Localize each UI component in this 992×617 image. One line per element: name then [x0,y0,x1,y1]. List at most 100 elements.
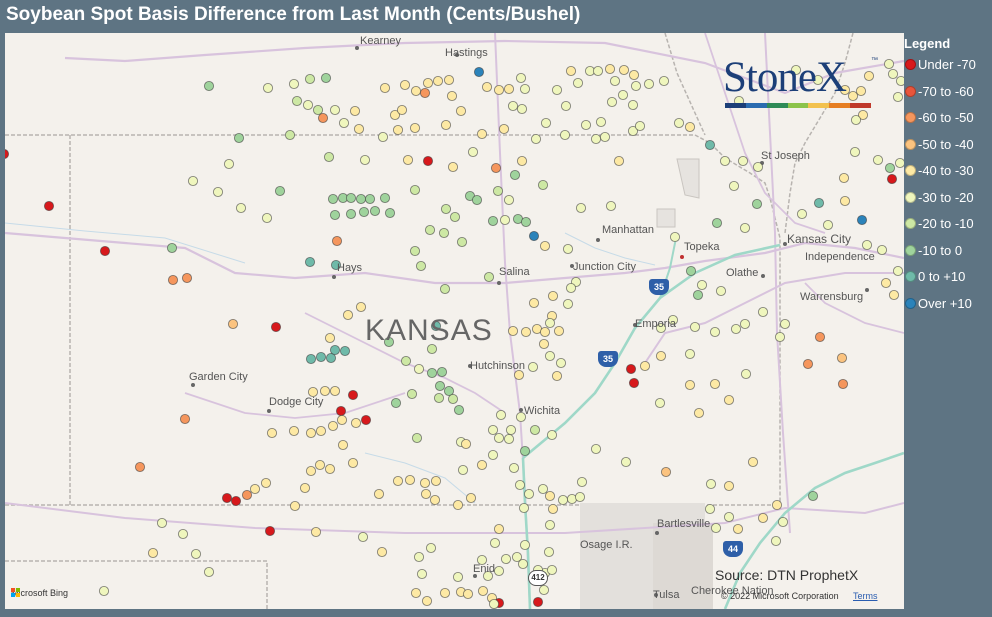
basis-point[interactable] [511,551,523,563]
basis-point[interactable] [396,104,408,116]
basis-point[interactable] [434,380,446,392]
basis-point[interactable] [327,420,339,432]
basis-point[interactable] [134,461,146,473]
basis-point[interactable] [880,277,892,289]
basis-point[interactable] [839,84,851,96]
basis-point[interactable] [523,488,535,500]
basis-point[interactable] [519,445,531,457]
basis-point[interactable] [537,179,549,191]
basis-point[interactable] [693,407,705,419]
basis-point[interactable] [747,456,759,468]
basis-point[interactable] [620,456,632,468]
basis-point[interactable] [400,355,412,367]
basis-point[interactable] [426,343,438,355]
basis-point[interactable] [630,80,642,92]
basis-point[interactable] [557,494,569,506]
basis-point[interactable] [530,133,542,145]
basis-point[interactable] [487,449,499,461]
basis-point[interactable] [519,539,531,551]
basis-point[interactable] [507,325,519,337]
basis-point[interactable] [516,155,528,167]
basis-point[interactable] [710,522,722,534]
basis-point[interactable] [515,72,527,84]
basis-point[interactable] [304,256,316,268]
basis-point[interactable] [606,96,618,108]
basis-point[interactable] [723,394,735,406]
basis-point[interactable] [892,265,904,277]
basis-point[interactable] [887,68,899,80]
basis-point[interactable] [447,161,459,173]
basis-point[interactable] [338,117,350,129]
basis-point[interactable] [592,65,604,77]
basis-point[interactable] [856,214,868,226]
basis-point[interactable] [476,554,488,566]
basis-point[interactable] [233,132,245,144]
basis-point[interactable] [884,162,896,174]
basis-point[interactable] [187,175,199,187]
basis-point[interactable] [673,117,685,129]
basis-point[interactable] [528,297,540,309]
basis-point[interactable] [384,207,396,219]
basis-point[interactable] [5,149,10,159]
basis-point[interactable] [715,285,727,297]
basis-point[interactable] [402,154,414,166]
basis-point[interactable] [383,336,395,348]
basis-point[interactable] [532,596,544,608]
basis-point[interactable] [473,66,485,78]
basis-point[interactable] [440,203,452,215]
basis-point[interactable] [305,465,317,477]
basis-point[interactable] [358,206,370,218]
basis-point[interactable] [813,197,825,209]
basis-point[interactable] [886,173,898,185]
basis-point[interactable] [419,477,431,489]
basis-point[interactable] [872,154,884,166]
basis-point[interactable] [430,320,442,332]
legend-item[interactable]: -50 to -40 [904,135,992,155]
basis-point[interactable] [509,169,521,181]
basis-point[interactable] [203,80,215,92]
basis-point[interactable] [857,109,869,121]
basis-point[interactable] [572,77,584,89]
basis-point[interactable] [876,244,888,256]
basis-point[interactable] [413,363,425,375]
basis-point[interactable] [538,584,550,596]
basis-point[interactable] [447,393,459,405]
basis-point[interactable] [291,95,303,107]
basis-point[interactable] [737,155,749,167]
basis-point[interactable] [329,344,341,356]
basis-point[interactable] [355,193,367,205]
basis-point[interactable] [422,77,434,89]
basis-point[interactable] [319,385,331,397]
basis-point[interactable] [513,369,525,381]
basis-point[interactable] [420,488,432,500]
basis-point[interactable] [822,219,834,231]
basis-point[interactable] [540,117,552,129]
basis-point[interactable] [345,208,357,220]
basis-point[interactable] [315,425,327,437]
basis-point[interactable] [330,259,342,271]
basis-point[interactable] [377,131,389,143]
basis-point[interactable] [740,368,752,380]
basis-point[interactable] [302,99,314,111]
basis-point[interactable] [289,500,301,512]
basis-point[interactable] [413,551,425,563]
basis-point[interactable] [503,433,515,445]
basis-point[interactable] [305,427,317,439]
basis-point[interactable] [266,427,278,439]
basis-point[interactable] [547,503,559,515]
basis-point[interactable] [329,104,341,116]
basis-point[interactable] [883,58,895,70]
basis-point[interactable] [839,195,851,207]
basis-point[interactable] [404,474,416,486]
basis-point[interactable] [669,231,681,243]
basis-point[interactable] [696,279,708,291]
basis-point[interactable] [310,526,322,538]
basis-point[interactable] [424,224,436,236]
basis-point[interactable] [489,537,501,549]
basis-point[interactable] [452,571,464,583]
basis-point[interactable] [565,65,577,77]
basis-point[interactable] [317,112,329,124]
basis-point[interactable] [543,546,555,558]
basis-point[interactable] [221,492,233,504]
basis-point[interactable] [425,542,437,554]
